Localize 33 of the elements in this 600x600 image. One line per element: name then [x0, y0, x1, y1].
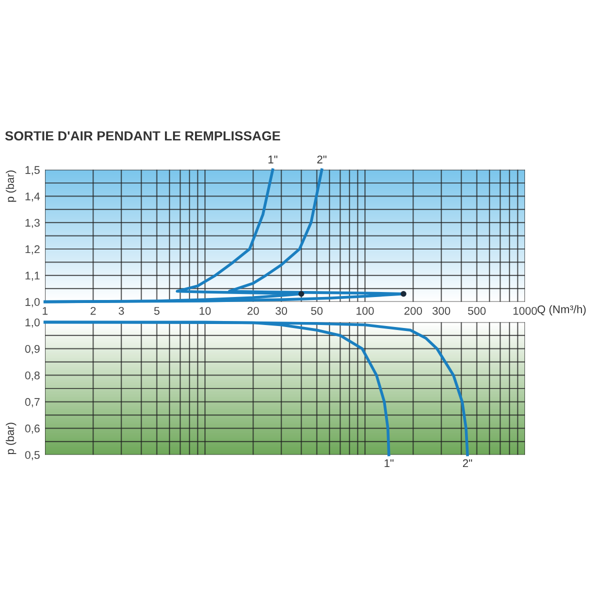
y-tick-label: 1,0: [26, 298, 40, 308]
x-tick-label: 100: [356, 306, 374, 315]
series-label: 2": [462, 459, 472, 468]
y-tick-label: 1,1: [26, 272, 40, 281]
x-tick-label: 300: [432, 306, 450, 315]
x-tick-label: 2: [90, 306, 96, 315]
x-tick-label: 1000: [513, 306, 537, 315]
y-tick-label: 0,7: [25, 398, 40, 408]
y-tick-label: 1,0: [26, 318, 40, 328]
y-tick-label: 1,3: [26, 218, 40, 228]
chart-title: SORTIE D'AIR PENDANT LE REMPLISSAGE: [5, 131, 280, 141]
y-axis-title: p (bar): [6, 422, 16, 454]
x-tick-label: 1: [42, 307, 48, 315]
series-label: 2": [317, 156, 326, 164]
series-label: 1": [384, 459, 394, 468]
x-tick-label: 500: [468, 306, 486, 315]
y-tick-label: 1,4: [26, 192, 40, 202]
y-tick-label: 0,5: [25, 451, 40, 460]
y-tick-label: 0,8: [25, 372, 40, 381]
y-tick-label: 1,5: [26, 166, 40, 176]
x-tick-label: 200: [404, 306, 422, 315]
y-tick-label: 0,6: [25, 424, 40, 434]
x-axis-title: Q (Nm³/h): [538, 305, 586, 316]
x-tick-label: 5: [154, 307, 160, 315]
series-label: 1": [268, 156, 278, 164]
y-tick-label: 0,9: [25, 344, 40, 354]
x-tick-label: 30: [276, 306, 288, 315]
y-axis-title: p (bar): [6, 170, 16, 202]
x-tick-label: 20: [248, 306, 259, 315]
x-tick-label: 3: [118, 306, 124, 315]
x-tick-label: 50: [311, 306, 323, 315]
y-tick-label: 1,2: [26, 245, 40, 254]
x-tick-label: 10: [200, 306, 211, 315]
